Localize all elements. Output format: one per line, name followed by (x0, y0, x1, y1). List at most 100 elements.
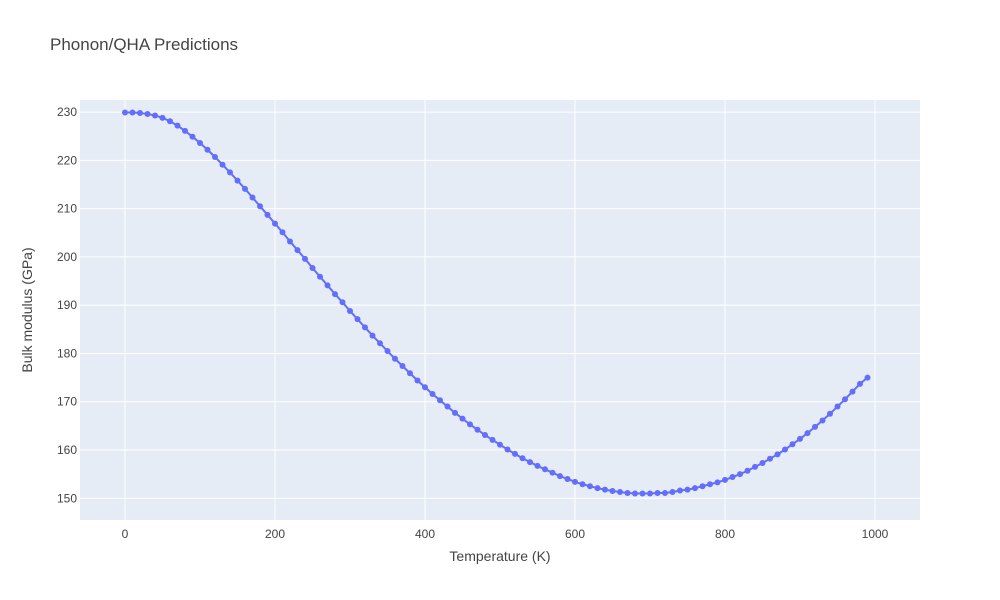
data-point[interactable] (219, 161, 226, 168)
data-point[interactable] (557, 473, 563, 480)
data-point[interactable] (257, 203, 263, 210)
data-point[interactable] (564, 475, 571, 482)
data-point[interactable] (227, 169, 233, 176)
data-point[interactable] (812, 423, 818, 430)
data-point[interactable] (137, 110, 143, 117)
data-point[interactable] (467, 421, 473, 428)
data-point[interactable] (377, 340, 383, 347)
data-point[interactable] (497, 441, 503, 448)
data-point[interactable] (414, 377, 421, 384)
data-point[interactable] (519, 455, 526, 462)
data-point[interactable] (459, 415, 466, 422)
data-point[interactable] (542, 466, 548, 473)
data-point[interactable] (324, 282, 331, 289)
data-point[interactable] (144, 111, 151, 117)
data-point[interactable] (309, 265, 316, 271)
data-point[interactable] (189, 133, 196, 140)
data-point[interactable] (384, 348, 391, 355)
data-point[interactable] (302, 255, 308, 262)
data-point[interactable] (362, 324, 368, 331)
data-point[interactable] (242, 185, 248, 192)
data-point[interactable] (729, 474, 736, 481)
data-point[interactable] (819, 417, 826, 424)
data-point[interactable] (647, 490, 653, 497)
data-point[interactable] (422, 384, 428, 391)
data-point[interactable] (174, 122, 181, 129)
data-point[interactable] (264, 211, 271, 218)
data-point[interactable] (347, 307, 353, 314)
data-point[interactable] (737, 471, 743, 478)
data-point[interactable] (632, 490, 638, 497)
data-point[interactable] (407, 370, 413, 377)
data-point[interactable] (602, 486, 608, 493)
data-point[interactable] (474, 426, 481, 433)
data-point[interactable] (707, 481, 713, 488)
data-point[interactable] (369, 332, 376, 339)
data-point[interactable] (437, 397, 443, 404)
data-point[interactable] (752, 463, 758, 470)
data-point[interactable] (317, 273, 323, 280)
data-point[interactable] (429, 391, 436, 397)
data-point[interactable] (849, 388, 856, 395)
data-point[interactable] (857, 380, 863, 387)
data-point[interactable] (669, 489, 676, 495)
data-point[interactable] (234, 177, 241, 184)
data-point[interactable] (129, 109, 136, 116)
data-point[interactable] (617, 489, 623, 495)
data-point[interactable] (714, 479, 721, 486)
data-point[interactable] (354, 316, 361, 323)
data-point[interactable] (797, 435, 803, 442)
data-point[interactable] (272, 220, 278, 227)
data-point[interactable] (339, 299, 346, 306)
data-point[interactable] (587, 483, 593, 490)
data-point[interactable] (444, 403, 451, 410)
data-point[interactable] (294, 247, 301, 254)
data-point[interactable] (842, 396, 848, 403)
data-point[interactable] (212, 153, 218, 160)
data-point[interactable] (204, 146, 211, 153)
data-point[interactable] (512, 450, 518, 457)
data-point[interactable] (249, 194, 256, 201)
data-point[interactable] (279, 229, 286, 236)
data-point[interactable] (572, 478, 578, 485)
data-point[interactable] (122, 109, 128, 116)
data-point[interactable] (287, 238, 293, 245)
data-point[interactable] (782, 446, 788, 453)
data-point[interactable] (692, 485, 698, 492)
data-point[interactable] (827, 410, 833, 417)
data-point[interactable] (182, 127, 188, 134)
data-point[interactable] (722, 476, 728, 483)
data-point[interactable] (594, 485, 601, 492)
data-point[interactable] (534, 462, 541, 469)
data-point[interactable] (744, 467, 751, 474)
data-point[interactable] (167, 118, 173, 125)
data-point[interactable] (152, 112, 158, 119)
data-point[interactable] (609, 488, 616, 495)
data-point[interactable] (392, 355, 398, 362)
data-point[interactable] (549, 469, 556, 476)
data-point[interactable] (654, 489, 661, 496)
data-point[interactable] (767, 455, 773, 462)
data-point[interactable] (527, 459, 533, 466)
data-point[interactable] (834, 403, 841, 410)
data-point[interactable] (332, 291, 338, 298)
data-point[interactable] (504, 446, 511, 453)
data-point[interactable] (759, 460, 766, 467)
data-point[interactable] (677, 487, 683, 494)
data-point[interactable] (699, 483, 706, 490)
data-point[interactable] (804, 430, 811, 437)
data-point[interactable] (452, 409, 458, 416)
data-point[interactable] (639, 490, 646, 497)
data-point[interactable] (579, 481, 586, 488)
data-point[interactable] (159, 114, 166, 121)
data-point[interactable] (197, 139, 203, 146)
data-point[interactable] (489, 436, 496, 443)
data-point[interactable] (662, 489, 668, 496)
data-point[interactable] (624, 489, 631, 496)
data-point[interactable] (789, 441, 796, 448)
data-point[interactable] (864, 374, 871, 381)
data-point[interactable] (399, 363, 406, 369)
data-point[interactable] (482, 432, 488, 439)
data-point[interactable] (684, 486, 691, 493)
data-point[interactable] (774, 451, 781, 458)
